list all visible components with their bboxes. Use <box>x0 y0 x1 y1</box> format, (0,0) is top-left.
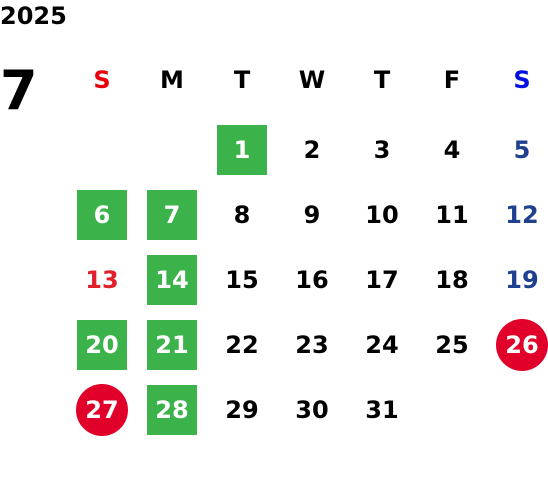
day-square: 21 <box>147 320 197 370</box>
day: 31 <box>365 396 399 424</box>
weekday-header: S <box>93 66 111 94</box>
day-square: 1 <box>217 125 267 175</box>
day: 15 <box>225 266 259 294</box>
year: 2025 <box>0 2 67 30</box>
day-circle: 26 <box>496 319 548 371</box>
day-square: 6 <box>77 190 127 240</box>
day: 4 <box>443 136 461 164</box>
day: 2 <box>303 136 321 164</box>
weekday-header: M <box>160 66 184 94</box>
day: 30 <box>295 396 329 424</box>
month: 7 <box>0 59 38 122</box>
day: 3 <box>373 136 391 164</box>
day-square: 7 <box>147 190 197 240</box>
day-square: 20 <box>77 320 127 370</box>
day: 11 <box>435 201 469 229</box>
weekday-header: S <box>513 66 531 94</box>
day: 12 <box>505 201 539 229</box>
weekday-header: W <box>298 66 326 94</box>
day-square: 14 <box>147 255 197 305</box>
day: 9 <box>303 201 321 229</box>
day: 19 <box>505 266 539 294</box>
day: 22 <box>225 331 259 359</box>
day: 18 <box>435 266 469 294</box>
weekday-header: T <box>233 66 251 94</box>
day: 23 <box>295 331 329 359</box>
day: 16 <box>295 266 329 294</box>
day: 24 <box>365 331 399 359</box>
day: 8 <box>233 201 251 229</box>
day-square: 28 <box>147 385 197 435</box>
day: 13 <box>85 266 119 294</box>
weekday-header: F <box>443 66 461 94</box>
day: 5 <box>513 136 531 164</box>
day-circle: 27 <box>76 384 128 436</box>
day: 10 <box>365 201 399 229</box>
day: 29 <box>225 396 259 424</box>
day: 25 <box>435 331 469 359</box>
weekday-header: T <box>373 66 391 94</box>
day: 17 <box>365 266 399 294</box>
